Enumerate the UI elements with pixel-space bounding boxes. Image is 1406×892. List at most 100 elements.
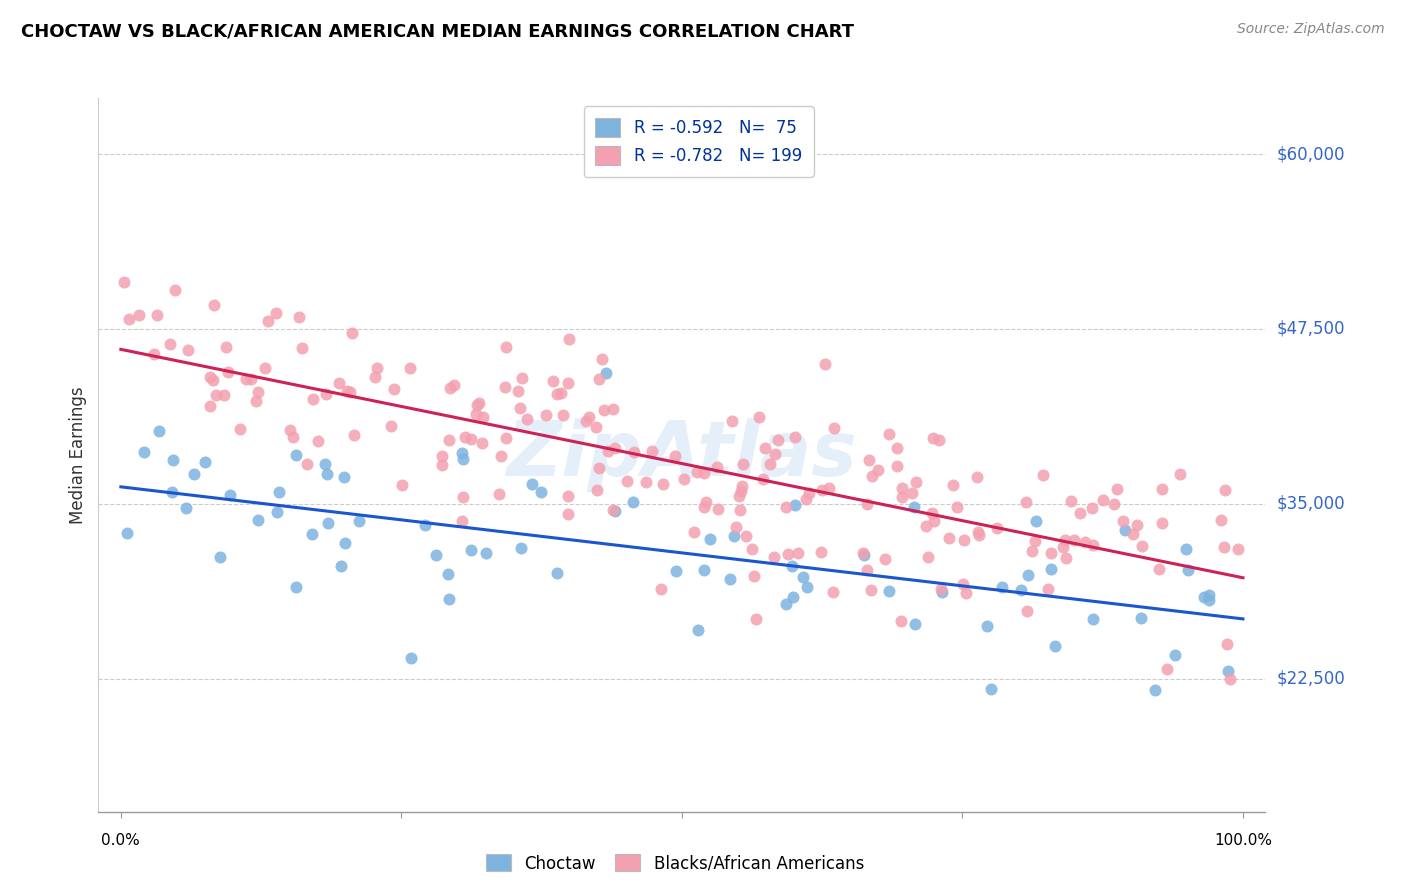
- Point: [875, 552, 897, 566]
- Point: [759, 457, 782, 471]
- Point: [339, 384, 361, 399]
- Point: [744, 612, 766, 626]
- Point: [228, 422, 250, 436]
- Point: [903, 500, 925, 514]
- Point: [1112, 514, 1135, 528]
- Point: [508, 384, 530, 399]
- Text: 0.0%: 0.0%: [101, 833, 141, 847]
- Point: [201, 373, 224, 387]
- Point: [823, 421, 845, 435]
- Point: [177, 343, 200, 357]
- Point: [821, 585, 844, 599]
- Point: [785, 499, 807, 513]
- Point: [546, 566, 568, 580]
- Point: [623, 445, 645, 459]
- Point: [425, 548, 447, 562]
- Text: $47,500: $47,500: [1277, 320, 1346, 338]
- Point: [198, 399, 221, 413]
- Point: [162, 452, 184, 467]
- Point: [246, 512, 269, 526]
- Point: [472, 410, 495, 425]
- Point: [866, 463, 889, 477]
- Point: [966, 470, 988, 484]
- Point: [775, 597, 797, 611]
- Point: [1081, 611, 1104, 625]
- Point: [754, 441, 776, 455]
- Point: [558, 332, 581, 346]
- Point: [860, 469, 883, 483]
- Point: [859, 582, 882, 597]
- Point: [541, 375, 564, 389]
- Point: [509, 401, 531, 415]
- Point: [1017, 604, 1039, 618]
- Point: [291, 341, 314, 355]
- Point: [686, 624, 709, 638]
- Point: [1168, 467, 1191, 481]
- Point: [118, 312, 141, 326]
- Point: [575, 413, 598, 427]
- Point: [596, 444, 619, 458]
- Point: [1039, 562, 1062, 576]
- Point: [488, 487, 510, 501]
- Point: [460, 542, 482, 557]
- Point: [763, 549, 786, 564]
- Point: [1174, 542, 1197, 557]
- Point: [603, 441, 626, 455]
- Point: [516, 412, 538, 426]
- Point: [763, 447, 786, 461]
- Point: [1147, 562, 1170, 576]
- Point: [301, 392, 323, 406]
- Point: [451, 514, 474, 528]
- Point: [1198, 592, 1220, 607]
- Point: [879, 427, 901, 442]
- Point: [212, 388, 235, 402]
- Point: [557, 489, 579, 503]
- Point: [602, 401, 624, 416]
- Point: [557, 376, 579, 390]
- Point: [1144, 682, 1167, 697]
- Point: [380, 419, 402, 434]
- Point: [796, 492, 818, 507]
- Point: [1015, 495, 1038, 509]
- Point: [1213, 483, 1236, 497]
- Point: [780, 558, 803, 573]
- Point: [534, 408, 557, 422]
- Point: [616, 475, 638, 489]
- Point: [724, 520, 747, 534]
- Point: [1125, 518, 1147, 533]
- Point: [1218, 664, 1240, 678]
- Point: [454, 430, 477, 444]
- Point: [1025, 514, 1047, 528]
- Point: [796, 580, 818, 594]
- Point: [391, 477, 413, 491]
- Point: [281, 429, 304, 443]
- Point: [782, 590, 804, 604]
- Point: [693, 467, 716, 481]
- Point: [301, 527, 323, 541]
- Point: [886, 459, 908, 474]
- Point: [856, 563, 879, 577]
- Point: [399, 651, 422, 665]
- Point: [495, 431, 517, 445]
- Point: [693, 500, 716, 514]
- Point: [510, 541, 533, 556]
- Point: [183, 467, 205, 481]
- Point: [797, 485, 820, 500]
- Text: $60,000: $60,000: [1277, 145, 1346, 163]
- Point: [741, 542, 763, 557]
- Point: [436, 566, 458, 581]
- Point: [734, 528, 756, 542]
- Point: [685, 465, 707, 479]
- Point: [132, 444, 155, 458]
- Point: [586, 483, 609, 497]
- Point: [239, 372, 262, 386]
- Point: [1081, 538, 1104, 552]
- Point: [1213, 540, 1236, 554]
- Point: [340, 326, 363, 340]
- Point: [728, 503, 751, 517]
- Point: [752, 472, 775, 486]
- Point: [672, 472, 695, 486]
- Point: [1150, 483, 1173, 497]
- Point: [1054, 550, 1077, 565]
- Text: 100.0%: 100.0%: [1213, 833, 1272, 847]
